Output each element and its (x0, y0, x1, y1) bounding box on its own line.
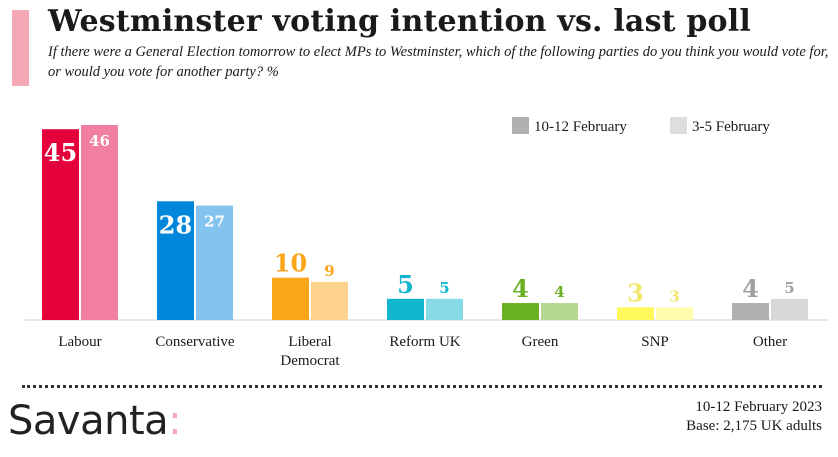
bar-3-1 (426, 298, 463, 320)
data-label-4-0: 4 (512, 274, 529, 303)
title-accent-bar (12, 10, 29, 86)
bar-2-1 (311, 281, 348, 320)
category-label-2-0: Liberal (288, 334, 331, 350)
logo-text: Savanta (8, 398, 169, 444)
bar-6-0 (732, 303, 769, 320)
bar-0-0 (42, 129, 79, 320)
data-label-1-1: 27 (204, 213, 225, 231)
category-label-4: Green (522, 334, 559, 350)
legend-label-1: 3-5 February (692, 119, 770, 135)
category-label-5: SNP (641, 334, 669, 350)
footer-notes: 10-12 February 2023 Base: 2,175 UK adult… (686, 398, 822, 436)
category-label-2-1: Democrat (280, 353, 340, 369)
data-label-2-1: 9 (324, 262, 334, 280)
legend-swatch-0 (512, 117, 529, 134)
data-label-3-0: 5 (397, 270, 414, 299)
sample-base: Base: 2,175 UK adults (686, 418, 822, 434)
bar-1-0 (157, 201, 194, 320)
fieldwork-date: 10-12 February 2023 (695, 399, 822, 415)
footer-divider (22, 385, 822, 388)
data-label-6-1: 5 (784, 279, 794, 297)
category-label-1: Conservative (155, 334, 234, 350)
bar-4-1 (541, 303, 578, 320)
bar-2-0 (272, 277, 309, 320)
data-label-6-0: 4 (742, 274, 759, 303)
data-label-0-1: 46 (89, 132, 110, 150)
data-label-5-0: 3 (627, 278, 644, 307)
bar-1-1 (196, 205, 233, 320)
bar-6-1 (771, 298, 808, 320)
bar-4-0 (502, 303, 539, 320)
bar-0-1 (81, 125, 118, 320)
bar-5-1 (656, 307, 693, 320)
legend-label-0: 10-12 February (534, 119, 627, 135)
bar-5-0 (617, 307, 654, 320)
chart-subtitle: If there were a General Election tomorro… (48, 44, 829, 80)
category-label-3: Reform UK (389, 334, 460, 350)
data-label-5-1: 3 (669, 287, 679, 305)
data-label-0-0: 45 (44, 138, 77, 167)
savanta-logo: Savanta: (8, 398, 182, 444)
data-label-1-0: 28 (159, 210, 192, 239)
data-label-3-1: 5 (439, 279, 449, 297)
bar-3-0 (387, 298, 424, 320)
category-label-6: Other (753, 334, 787, 350)
category-label-0: Labour (58, 334, 101, 350)
logo-colon: : (168, 398, 182, 444)
legend-swatch-1 (670, 117, 687, 134)
chart-title: Westminster voting intention vs. last po… (48, 4, 751, 39)
data-label-2-0: 10 (274, 249, 307, 278)
data-label-4-1: 4 (554, 283, 564, 301)
